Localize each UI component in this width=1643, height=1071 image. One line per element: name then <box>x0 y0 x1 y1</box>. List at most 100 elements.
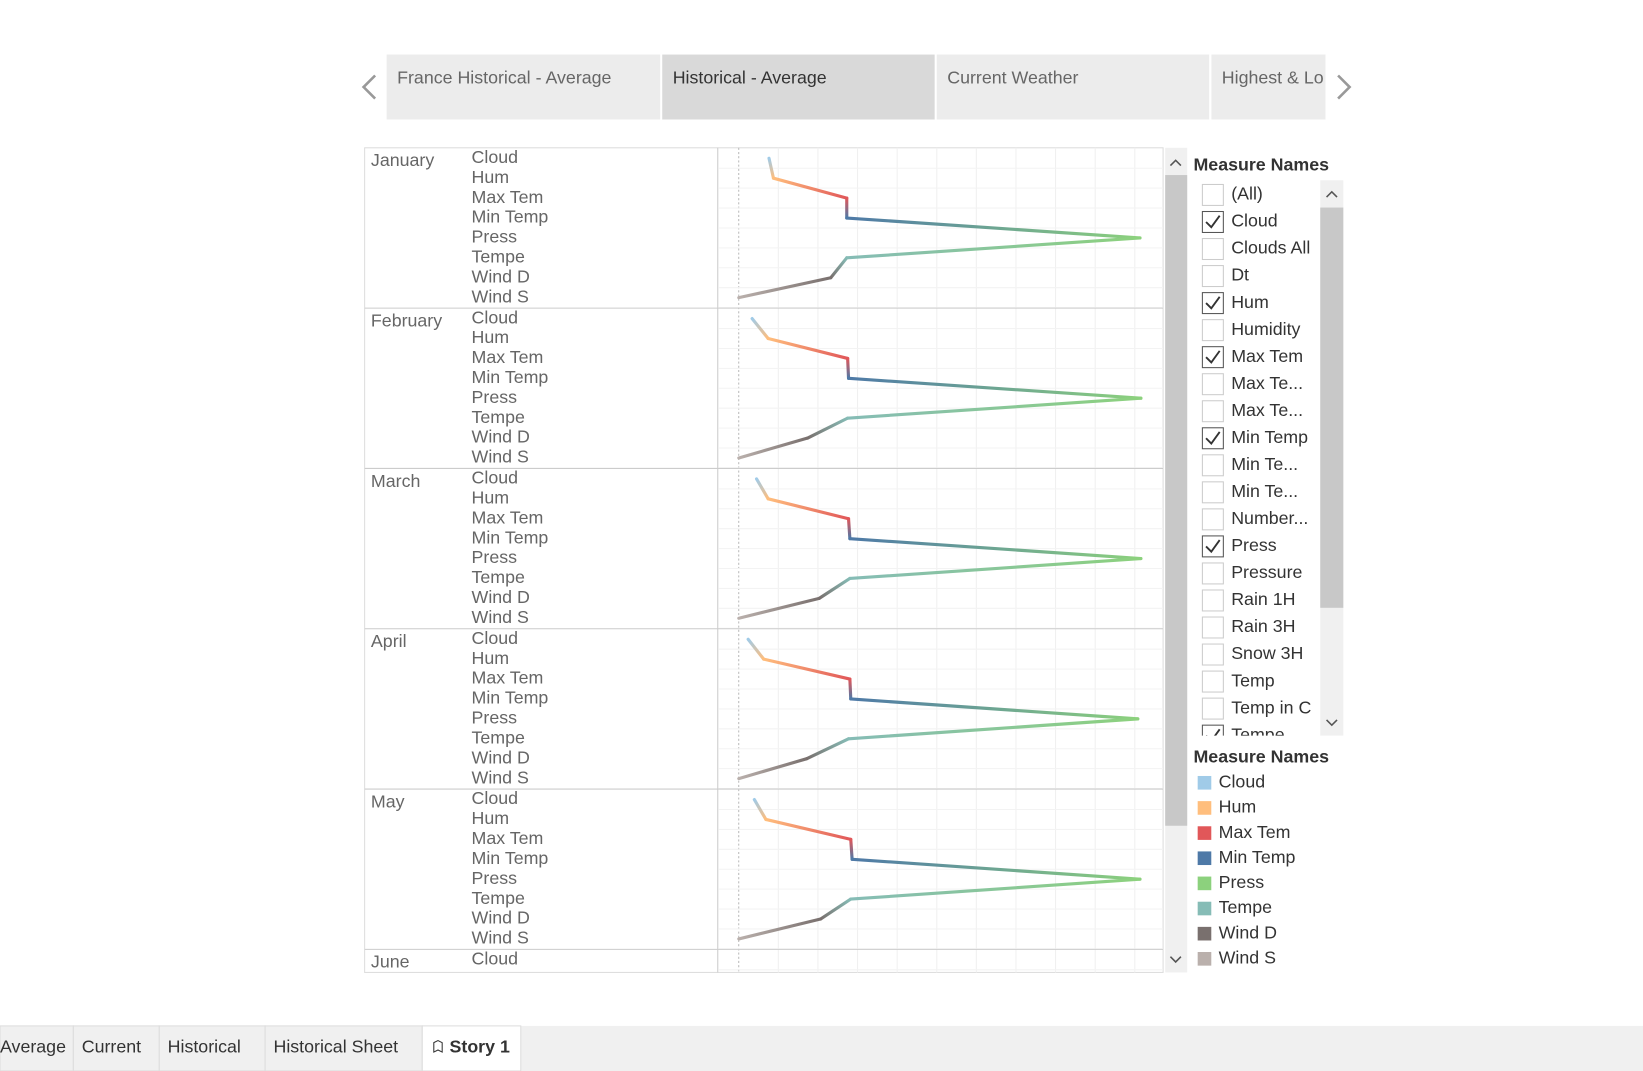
checkbox[interactable] <box>1201 616 1224 639</box>
legend-swatch <box>1197 901 1212 916</box>
filter-label: Dt <box>1231 265 1249 285</box>
filter-item[interactable]: Max Te... <box>1201 400 1303 423</box>
sheet-tab[interactable]: Current <box>72 1025 160 1071</box>
filter-item[interactable]: Dt <box>1201 265 1249 288</box>
measure-label: Press <box>472 868 518 888</box>
scroll-down[interactable] <box>1169 956 1182 964</box>
checkmark <box>1206 728 1221 736</box>
line-segment <box>846 396 1143 420</box>
sheet-tab[interactable]: Historical <box>158 1025 266 1071</box>
sheet-tab-label: Current <box>82 1037 141 1057</box>
checkbox[interactable] <box>1201 373 1224 396</box>
line-segment <box>746 637 766 661</box>
legend-label: Min Temp <box>1219 847 1296 867</box>
filter-item[interactable]: Max Tem <box>1201 346 1303 369</box>
story-tab[interactable]: France Historical - Average <box>386 54 661 120</box>
filter-down[interactable] <box>1325 719 1338 727</box>
sheet-tab-bg <box>421 1025 522 1071</box>
checkbox[interactable] <box>1201 183 1224 206</box>
story-tab[interactable]: Current Weather <box>936 54 1210 120</box>
prev-arrow[interactable] <box>361 74 377 100</box>
story-tab[interactable]: Historical - Average <box>662 54 935 120</box>
checkbox[interactable] <box>1201 589 1224 612</box>
sheet-tab[interactable]: Story 1 <box>421 1025 522 1071</box>
checkbox[interactable] <box>1201 643 1224 666</box>
checkbox[interactable] <box>1201 265 1224 288</box>
filter-item[interactable]: (All) <box>1201 183 1263 206</box>
checkbox[interactable] <box>1201 210 1224 233</box>
filter-item[interactable]: Cloud <box>1201 210 1278 233</box>
measure-label: Max Tem <box>472 347 544 367</box>
sheet-tab[interactable]: Average <box>0 1025 74 1071</box>
filter-item[interactable]: Min Te... <box>1201 481 1298 504</box>
filter-item[interactable]: Rain 3H <box>1201 616 1295 639</box>
line-segment <box>764 817 853 841</box>
legend-label: Tempe <box>1219 897 1273 917</box>
filter-item[interactable]: Snow 3H <box>1201 643 1303 666</box>
line-segment <box>848 677 853 701</box>
story-tab-bg <box>1211 54 1326 120</box>
measure-label: Cloud <box>472 788 519 808</box>
filter-item[interactable]: Rain 1H <box>1201 589 1295 612</box>
filter-item[interactable]: Humidity <box>1201 319 1301 342</box>
checkbox[interactable] <box>1201 292 1224 315</box>
filter-item[interactable]: Temp <box>1201 670 1275 693</box>
filter-item[interactable]: Number... <box>1201 508 1308 531</box>
measure-label: Tempe <box>472 567 526 587</box>
filter-item[interactable]: Pressure <box>1201 562 1303 585</box>
month-label: April <box>371 631 407 651</box>
legend-swatch <box>1197 926 1212 941</box>
filter-item[interactable]: Max Te... <box>1201 373 1303 396</box>
measure-label: Max Tem <box>472 828 544 848</box>
line-segment <box>737 917 823 941</box>
measure-label: Press <box>472 227 518 247</box>
checkbox[interactable] <box>1201 400 1224 423</box>
sheet-tab-label: Historical Sheet <box>273 1037 398 1057</box>
checkbox[interactable] <box>1201 481 1224 504</box>
filter-item[interactable]: Tempe <box>1201 724 1285 746</box>
month-label: March <box>371 471 420 491</box>
chart-scroll-thumb[interactable] <box>1165 175 1188 826</box>
checkmark <box>1205 539 1221 554</box>
checkbox[interactable] <box>1201 427 1224 450</box>
filter-item[interactable]: Temp in C <box>1201 697 1311 720</box>
checkbox[interactable] <box>1201 238 1224 261</box>
checkbox[interactable] <box>1201 724 1224 746</box>
sheet-tab-bg <box>72 1025 160 1071</box>
legend-label: Wind S <box>1219 948 1276 968</box>
checkbox[interactable] <box>1201 670 1224 693</box>
filter-item[interactable]: Press <box>1201 535 1277 558</box>
filter-item[interactable]: Min Te... <box>1201 454 1298 477</box>
line-segment <box>845 216 1142 240</box>
checkbox[interactable] <box>1201 454 1224 477</box>
filter-up[interactable] <box>1325 190 1338 198</box>
filter-label: Max Te... <box>1231 373 1303 393</box>
sheet-tab[interactable]: Historical Sheet <box>264 1025 423 1071</box>
legend-label: Cloud <box>1219 771 1266 791</box>
line-segment <box>846 376 1143 400</box>
checkbox[interactable] <box>1201 508 1224 531</box>
filter-label: Humidity <box>1231 319 1300 339</box>
checkmark <box>1205 215 1221 229</box>
checkbox[interactable] <box>1201 697 1224 720</box>
next-arrow[interactable] <box>1337 74 1352 100</box>
checkbox[interactable] <box>1201 319 1224 342</box>
filter-scroll-thumb[interactable] <box>1320 207 1344 608</box>
line-segment <box>818 897 853 921</box>
checkbox[interactable] <box>1201 535 1224 558</box>
measure-label: Hum <box>472 167 510 187</box>
filter-item[interactable]: Hum <box>1201 292 1269 315</box>
scroll-up[interactable] <box>1169 159 1182 167</box>
month-label: June <box>371 952 410 972</box>
measure-label: Wind S <box>472 447 529 467</box>
checkbox[interactable] <box>1201 562 1224 585</box>
line-segment <box>762 657 852 681</box>
story-tab[interactable]: Highest & Lo <box>1211 54 1326 120</box>
checkbox[interactable] <box>1201 346 1224 369</box>
filter-item[interactable]: Clouds All <box>1201 238 1310 261</box>
filter-item[interactable]: Min Temp <box>1201 427 1308 450</box>
measure-label: Wind D <box>472 266 530 286</box>
filter-label: Max Te... <box>1231 400 1303 420</box>
filter-label: Max Tem <box>1231 346 1303 366</box>
